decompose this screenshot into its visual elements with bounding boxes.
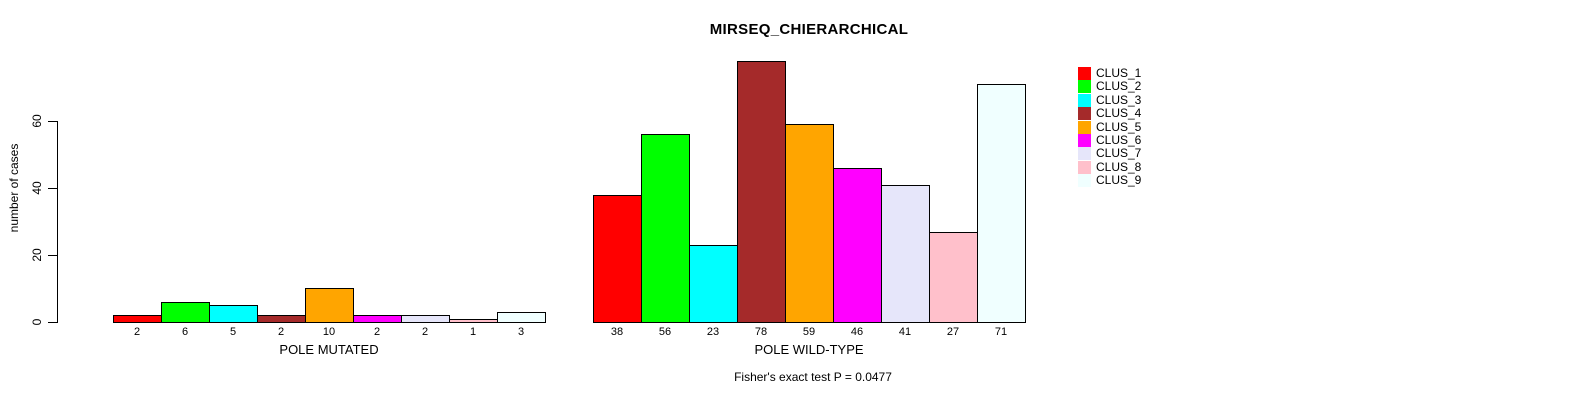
legend-swatch <box>1078 107 1091 120</box>
legend-entry: CLUS_4 <box>1078 107 1141 120</box>
bar-value-label: 2 <box>133 326 141 338</box>
legend-label: CLUS_1 <box>1096 66 1142 80</box>
bar-value-label: 38 <box>610 326 624 338</box>
legend-label: CLUS_8 <box>1096 160 1142 174</box>
legend-swatch <box>1078 67 1091 80</box>
bar-value-label: 6 <box>181 326 189 338</box>
bar-pole-wild-type-clus_7 <box>881 185 930 323</box>
legend-label: CLUS_5 <box>1096 120 1142 134</box>
bar-pole-wild-type-clus_6 <box>833 168 882 323</box>
bar-value-label: 78 <box>754 326 768 338</box>
legend-label: CLUS_6 <box>1096 133 1142 147</box>
chart-title: MIRSEQ_CHIERARCHICAL <box>709 21 909 38</box>
bar-pole-wild-type-clus_1 <box>593 195 642 323</box>
y-tick-label: 60 <box>30 114 44 128</box>
y-tick-mark <box>48 255 57 256</box>
legend-swatch <box>1078 134 1091 147</box>
bar-pole-mutated-clus_8 <box>449 319 498 323</box>
group-label-pole-mutated: POLE MUTATED <box>279 342 379 357</box>
legend-label: CLUS_4 <box>1096 106 1142 120</box>
bar-value-label: 10 <box>322 326 336 338</box>
bar-pole-mutated-clus_1 <box>113 315 162 323</box>
bar-pole-wild-type-clus_4 <box>737 61 786 323</box>
y-tick-label: 0 <box>30 318 44 326</box>
bar-pole-mutated-clus_6 <box>353 315 402 323</box>
legend-entry: CLUS_5 <box>1078 121 1141 134</box>
y-tick-label: 20 <box>30 248 44 262</box>
legend-swatch <box>1078 80 1091 93</box>
legend-entry: CLUS_6 <box>1078 134 1141 147</box>
fisher-test-annotation: Fisher's exact test P = 0.0477 <box>734 370 892 384</box>
bar-pole-mutated-clus_4 <box>257 315 306 323</box>
legend-entry: CLUS_9 <box>1078 174 1141 187</box>
bar-value-label: 2 <box>277 326 285 338</box>
legend-label: CLUS_2 <box>1096 79 1142 93</box>
legend-swatch <box>1078 121 1091 134</box>
bar-pole-wild-type-clus_2 <box>641 134 690 323</box>
legend-label: CLUS_9 <box>1096 173 1142 187</box>
bar-pole-mutated-clus_3 <box>209 305 258 323</box>
legend-label: CLUS_3 <box>1096 93 1142 107</box>
y-tick-label: 40 <box>30 181 44 195</box>
y-tick-mark <box>48 322 57 323</box>
bar-pole-mutated-clus_5 <box>305 288 354 323</box>
y-tick-mark <box>48 121 57 122</box>
y-tick-mark <box>48 188 57 189</box>
bar-value-label: 41 <box>898 326 912 338</box>
legend-entry: CLUS_8 <box>1078 161 1141 174</box>
bar-value-label: 2 <box>373 326 381 338</box>
bar-value-label: 27 <box>946 326 960 338</box>
bar-pole-mutated-clus_9 <box>497 312 546 323</box>
bar-value-label: 3 <box>517 326 525 338</box>
bar-value-label: 71 <box>994 326 1008 338</box>
bar-value-label: 5 <box>229 326 237 338</box>
bar-value-label: 1 <box>469 326 477 338</box>
legend-swatch <box>1078 174 1091 187</box>
legend-swatch <box>1078 147 1091 160</box>
y-axis-line <box>57 121 58 323</box>
legend-entry: CLUS_7 <box>1078 147 1141 160</box>
bar-value-label: 56 <box>658 326 672 338</box>
bar-value-label: 23 <box>706 326 720 338</box>
legend-entry: CLUS_1 <box>1078 67 1141 80</box>
bar-pole-mutated-clus_2 <box>161 302 210 323</box>
bar-pole-wild-type-clus_8 <box>929 232 978 323</box>
legend-swatch <box>1078 161 1091 174</box>
bar-pole-wild-type-clus_5 <box>785 124 834 323</box>
bar-pole-wild-type-clus_9 <box>977 84 1026 323</box>
bar-value-label: 46 <box>850 326 864 338</box>
bar-value-label: 2 <box>421 326 429 338</box>
legend-label: CLUS_7 <box>1096 146 1142 160</box>
bar-value-label: 59 <box>802 326 816 338</box>
legend-swatch <box>1078 94 1091 107</box>
group-label-pole-wild-type: POLE WILD-TYPE <box>754 342 864 357</box>
bar-pole-mutated-clus_7 <box>401 315 450 323</box>
legend-entry: CLUS_3 <box>1078 94 1141 107</box>
legend-entry: CLUS_2 <box>1078 80 1141 93</box>
bar-pole-wild-type-clus_3 <box>689 245 738 323</box>
y-axis-label: number of cases <box>7 143 21 233</box>
